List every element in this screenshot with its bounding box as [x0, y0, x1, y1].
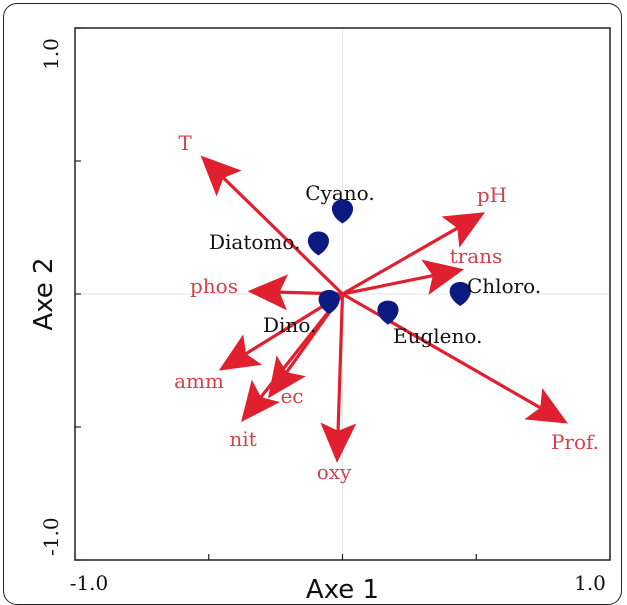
x-axis-title: Axe 1 [306, 575, 379, 598]
variable-label-trans: trans [450, 244, 503, 268]
species-label-cyano: Cyano. [305, 181, 374, 205]
species-label-eugleno: Eugleno. [393, 324, 482, 348]
variable-label-ph: pH [477, 183, 507, 207]
variable-label-oxy: oxy [317, 460, 352, 484]
species-point-eugleno [377, 300, 399, 325]
species-label-diatomo: Diatomo. [209, 230, 300, 254]
variable-label-phos: phos [190, 274, 238, 298]
variable-label-t: T [178, 131, 192, 155]
arrow-t [200, 155, 344, 296]
species-point-chloro [449, 282, 471, 306]
arrow-oxy [320, 293, 357, 463]
arrow-trans [342, 259, 465, 296]
y-tick-label-min: -1.0 [39, 517, 63, 556]
x-tick-label-max: 1.0 [574, 571, 606, 595]
species-point-dino [318, 289, 340, 314]
species-points [307, 199, 471, 325]
species-label-chloro: Chloro. [467, 274, 541, 298]
y-axis-title: Axe 2 [29, 257, 59, 330]
species-label-dino: Dino. [263, 313, 316, 337]
variable-label-amm: amm [174, 369, 224, 393]
arrow-ph [341, 212, 486, 296]
species-point-cyano [331, 199, 354, 224]
variable-label-nit: nit [229, 427, 256, 451]
arrow-prof [341, 292, 568, 424]
axis-ticks [74, 27, 611, 561]
variable-label-prof: Prof. [551, 430, 599, 454]
x-tick-label-min: -1.0 [70, 571, 109, 595]
species-point-diatomo [307, 231, 329, 256]
y-tick-label-max: 1.0 [39, 38, 63, 70]
variable-label-ec: ec [280, 384, 303, 408]
arrow-nit [241, 293, 344, 423]
